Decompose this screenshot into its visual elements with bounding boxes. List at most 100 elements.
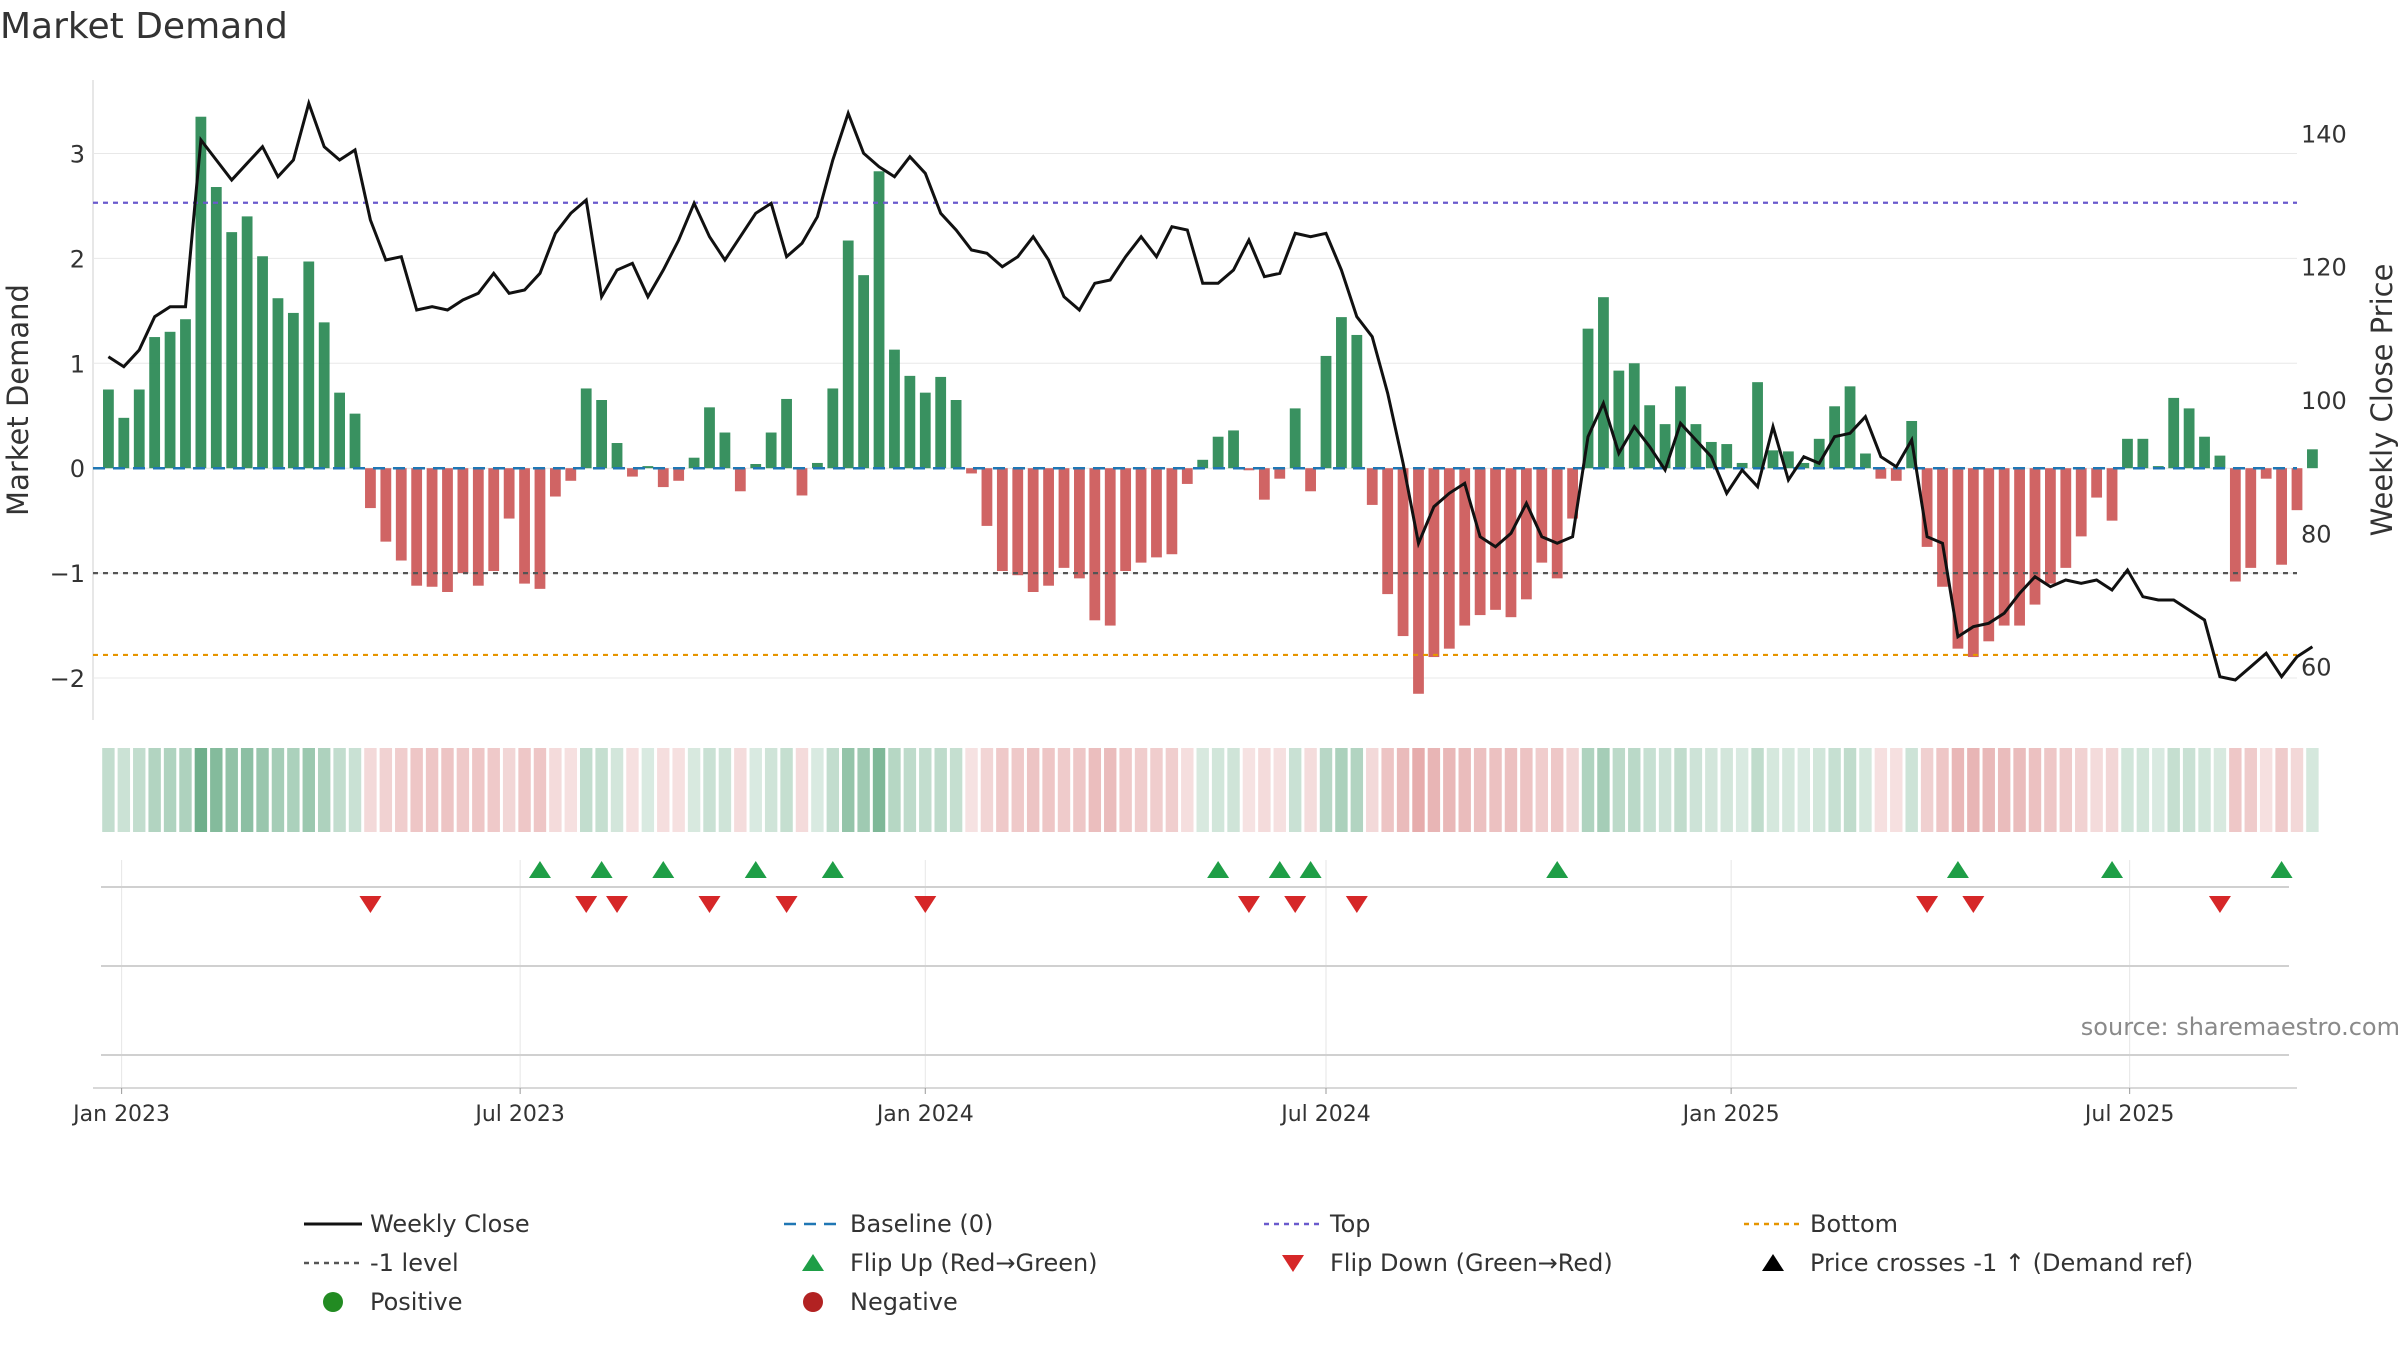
negative-bar: [519, 468, 530, 584]
negative-bar: [411, 468, 423, 586]
heat-cell: [256, 748, 269, 832]
legend-key-dash-blue: [784, 1222, 842, 1226]
heat-cell: [1766, 748, 1780, 832]
heat-cell: [2059, 748, 2073, 832]
negative-bar: [534, 468, 546, 589]
negative-bar: [1166, 468, 1178, 555]
flip-up-marker: [2101, 861, 2124, 878]
heat-cell: [1782, 748, 1795, 832]
negative-bar: [1058, 468, 1070, 568]
negative-bar: [1089, 468, 1101, 621]
legend-label: Negative: [850, 1288, 958, 1316]
positive-bar: [642, 466, 654, 469]
flip-down-marker: [606, 896, 629, 913]
negative-bar: [2029, 468, 2041, 605]
heat-cell: [502, 748, 516, 832]
negative-bar: [426, 468, 438, 587]
positive-bar: [811, 462, 823, 469]
negative-bar: [503, 468, 515, 519]
x-axis-ticks: Jan 2023 Jul 2023 Jan 2024 Jul 2024 Jan 2025…: [71, 1088, 2174, 1127]
heat-cell: [1566, 748, 1579, 832]
negative-bar: [1274, 468, 1286, 479]
positive-bar: [1582, 328, 1594, 469]
heat-cell: [271, 748, 285, 832]
negative-bar: [2229, 468, 2241, 582]
heat-cell: [1705, 748, 1718, 832]
legend-label: Positive: [370, 1288, 463, 1316]
flip-down-marker: [2208, 896, 2231, 913]
heat-cell: [980, 748, 994, 832]
positive-bar: [1336, 317, 1347, 469]
legend-key-line-black: [304, 1222, 362, 1226]
heat-cell: [888, 748, 901, 832]
positive-bar: [1721, 444, 1733, 469]
heat-cell: [1011, 748, 1024, 832]
heat-cell: [1504, 748, 1518, 832]
negative-bar: [2014, 468, 2025, 626]
heat-cell: [1936, 748, 1949, 832]
legend-marker: [802, 1254, 824, 1271]
flip-up-marker: [1546, 861, 1569, 878]
y-axis-label: Market Demand: [1, 284, 35, 516]
heat-cell: [842, 748, 855, 832]
positive-bar: [750, 464, 762, 469]
positive-bar: [1752, 382, 1763, 469]
y-axis-ticks: −2 −1 0 1 2 3 60 80 100 120 140: [50, 120, 2347, 693]
heat-cell: [734, 748, 747, 832]
source-note: source: sharemaestro.com: [2080, 1013, 2400, 1041]
negative-bar: [2276, 468, 2287, 565]
negative-bar: [1397, 468, 1409, 637]
legend-label: Price crosses -1 ↑ (Demand ref): [1810, 1249, 2194, 1277]
heat-cell: [1720, 748, 1733, 832]
negative-bar: [1983, 468, 1995, 642]
heat-cell: [1196, 748, 1209, 832]
positive-bar: [719, 432, 731, 469]
negative-bar: [1998, 468, 2010, 626]
heat-cell: [1443, 748, 1456, 832]
negative-bar: [549, 468, 561, 497]
heat-cell: [595, 748, 608, 832]
legend-marker: [1282, 1255, 1304, 1272]
legend-item: Weekly Close: [300, 1210, 530, 1238]
heat-cell: [718, 748, 732, 832]
heat-cell: [1396, 748, 1410, 832]
heat-cell: [1042, 748, 1055, 832]
positive-bar: [287, 312, 299, 469]
heat-cell: [1890, 748, 1903, 832]
y2-tick-label: 120: [2301, 254, 2347, 282]
negative-bar: [1875, 468, 1887, 479]
positive-bar: [149, 337, 161, 469]
negative-bar: [1043, 468, 1054, 586]
positive-bar: [704, 407, 715, 469]
negative-bar: [966, 468, 977, 474]
heat-cell: [1674, 748, 1687, 832]
heat-cell: [1134, 748, 1148, 832]
heat-cell: [657, 748, 670, 832]
x-tick-label: Jul 2023: [473, 1102, 565, 1127]
flip-up-marker: [821, 861, 844, 878]
legend-key-dot-green: [323, 1292, 343, 1312]
positive-bar: [349, 413, 361, 469]
flip-up-marker: [1946, 861, 1969, 878]
negative-bar: [796, 468, 808, 496]
heat-cell: [764, 748, 778, 832]
flip-down-marker: [1962, 896, 1985, 913]
heat-cell: [2244, 748, 2257, 832]
flip-up-marker: [744, 861, 767, 878]
positive-bar: [580, 388, 592, 469]
positive-bar: [195, 116, 207, 469]
positive-bar: [781, 398, 792, 469]
flip-down-marker: [1284, 896, 1307, 913]
positive-bar: [611, 443, 623, 469]
negative-bar: [380, 468, 392, 542]
x-tick-label: Jul 2025: [2083, 1102, 2175, 1127]
positive-bar: [889, 349, 900, 469]
negative-bar: [1490, 468, 1501, 610]
negative-bar: [1443, 468, 1455, 649]
negative-bar: [1104, 468, 1116, 626]
heat-cell: [2275, 748, 2288, 832]
negative-bar: [2245, 468, 2257, 568]
heat-cell: [1227, 748, 1240, 832]
demand-heat-strip: [102, 748, 2319, 832]
negative-bar: [2291, 468, 2303, 511]
